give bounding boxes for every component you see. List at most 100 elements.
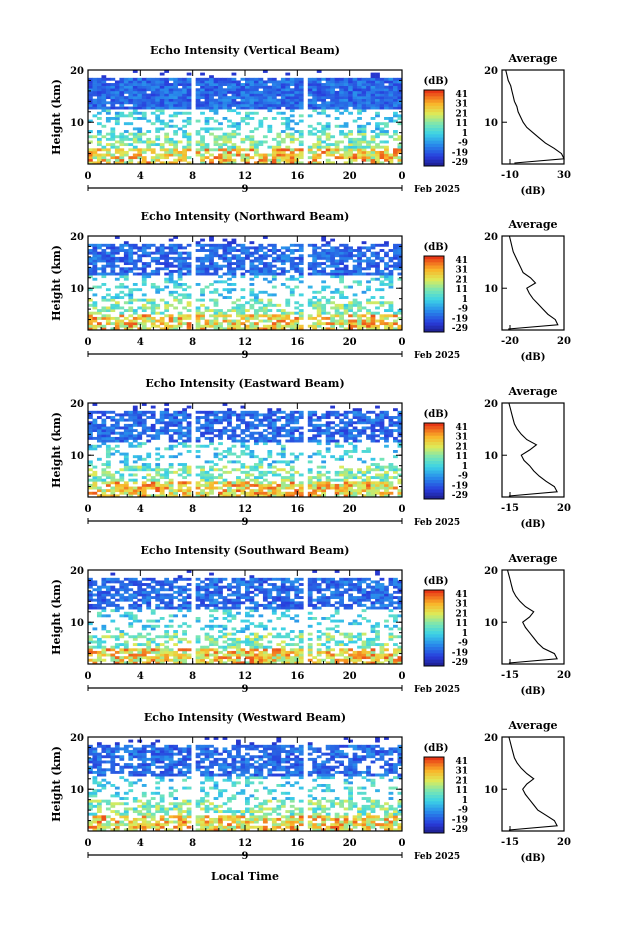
heatmap-cell bbox=[128, 90, 134, 94]
heatmap-cell bbox=[213, 298, 219, 302]
heatmap-cell bbox=[96, 259, 102, 263]
heatmap-cell bbox=[123, 122, 129, 126]
heatmap-cell bbox=[195, 483, 201, 487]
colorbar-tick-label: 1 bbox=[462, 462, 468, 472]
heatmap-cell bbox=[204, 486, 210, 490]
colorbar-segment bbox=[424, 303, 444, 308]
heatmap-cell bbox=[137, 288, 143, 292]
heatmap-cell bbox=[227, 150, 232, 154]
heatmap-cell bbox=[253, 101, 259, 105]
heatmap-cell bbox=[325, 429, 331, 433]
heatmap-cell bbox=[101, 77, 107, 81]
heatmap-cell bbox=[200, 470, 205, 474]
heatmap-cell bbox=[258, 103, 264, 107]
heatmap-cell bbox=[168, 319, 174, 323]
heatmap-cell bbox=[186, 83, 192, 86]
heatmap-cell bbox=[267, 124, 273, 128]
heatmap-cell bbox=[146, 463, 152, 466]
heatmap-cell bbox=[325, 124, 331, 128]
heatmap-cell bbox=[88, 596, 93, 600]
heatmap-cell bbox=[249, 293, 255, 297]
heatmap-cell bbox=[141, 264, 147, 268]
heatmap-cell bbox=[276, 85, 282, 89]
heatmap-cell bbox=[375, 483, 380, 487]
heatmap-cell bbox=[253, 148, 259, 152]
heatmap-cell bbox=[159, 156, 165, 160]
heatmap-cell bbox=[88, 272, 93, 276]
heatmap-cell bbox=[352, 153, 358, 157]
heatmap-cell bbox=[307, 486, 313, 490]
heatmap-cell bbox=[370, 489, 376, 493]
heatmap-cell bbox=[231, 322, 237, 326]
heatmap-cell bbox=[334, 145, 340, 149]
heatmap-cell bbox=[388, 301, 394, 305]
heatmap-cell bbox=[92, 603, 98, 607]
heatmap-cell bbox=[137, 465, 143, 469]
heatmap-cell bbox=[267, 298, 273, 302]
heatmap-cell bbox=[213, 135, 219, 139]
heatmap-cell bbox=[218, 429, 223, 433]
heatmap-cell bbox=[240, 106, 246, 110]
heatmap-cell bbox=[258, 457, 264, 461]
heatmap-cell bbox=[379, 127, 385, 131]
heatmap-cell bbox=[352, 119, 358, 123]
heatmap-cell bbox=[397, 421, 403, 425]
heatmap-cell bbox=[177, 101, 183, 105]
heatmap-cell bbox=[222, 483, 228, 487]
heatmap-cell bbox=[146, 661, 152, 665]
heatmap-cell bbox=[213, 267, 219, 271]
heatmap-cell bbox=[393, 423, 398, 427]
heatmap-cell bbox=[334, 272, 340, 276]
heatmap-cell bbox=[182, 444, 187, 448]
heatmap-cell bbox=[294, 88, 300, 92]
heatmap-cell bbox=[370, 96, 376, 100]
heatmap-cell bbox=[298, 80, 304, 84]
heatmap-cell bbox=[357, 145, 362, 149]
heatmap-cell bbox=[186, 405, 192, 409]
heatmap-cell bbox=[307, 148, 313, 152]
heatmap-cell bbox=[339, 153, 344, 157]
heatmap-cell bbox=[150, 311, 156, 315]
heatmap-cell bbox=[110, 256, 116, 260]
heatmap-cell bbox=[132, 70, 138, 73]
heatmap-cell bbox=[88, 85, 93, 89]
heatmap-cell bbox=[123, 98, 129, 102]
heatmap-cell bbox=[375, 158, 380, 162]
heatmap-cell bbox=[123, 457, 129, 461]
heatmap-cell bbox=[388, 80, 394, 84]
heatmap-cell bbox=[96, 416, 102, 419]
heatmap-cell bbox=[101, 650, 107, 654]
heatmap-cell bbox=[200, 238, 205, 242]
heatmap-cell bbox=[379, 481, 385, 485]
heatmap-cell bbox=[285, 269, 291, 273]
heatmap-cell bbox=[271, 489, 277, 493]
heatmap-cell bbox=[218, 442, 223, 446]
heatmap-cell bbox=[227, 290, 232, 294]
heatmap-cell bbox=[222, 426, 228, 430]
heatmap-cell bbox=[119, 648, 125, 652]
heatmap-cell bbox=[204, 145, 210, 149]
heatmap-cell bbox=[155, 603, 161, 607]
heatmap-cell bbox=[92, 262, 98, 266]
heatmap-cell bbox=[384, 444, 389, 448]
heatmap-cell bbox=[123, 293, 129, 297]
heatmap-cell bbox=[348, 93, 353, 97]
x-tick-label: 0 bbox=[85, 337, 92, 348]
heatmap-cell bbox=[159, 101, 165, 105]
heatmap-cell bbox=[213, 656, 219, 660]
heatmap-cell bbox=[397, 494, 403, 498]
heatmap-cell bbox=[352, 272, 358, 276]
heatmap-cell bbox=[339, 486, 344, 490]
heatmap-cell bbox=[182, 410, 187, 414]
colorbar-segment bbox=[424, 309, 444, 314]
heatmap-cell bbox=[258, 80, 264, 84]
heatmap-cell bbox=[141, 481, 147, 485]
heatmap-cell bbox=[204, 583, 210, 586]
heatmap-cell bbox=[388, 463, 394, 466]
heatmap-cell bbox=[384, 316, 389, 320]
heatmap-cell bbox=[168, 114, 174, 118]
heatmap-cell bbox=[182, 476, 187, 480]
heatmap-cell bbox=[249, 98, 255, 102]
heatmap-cell bbox=[370, 153, 376, 157]
heatmap-cell bbox=[195, 656, 201, 660]
